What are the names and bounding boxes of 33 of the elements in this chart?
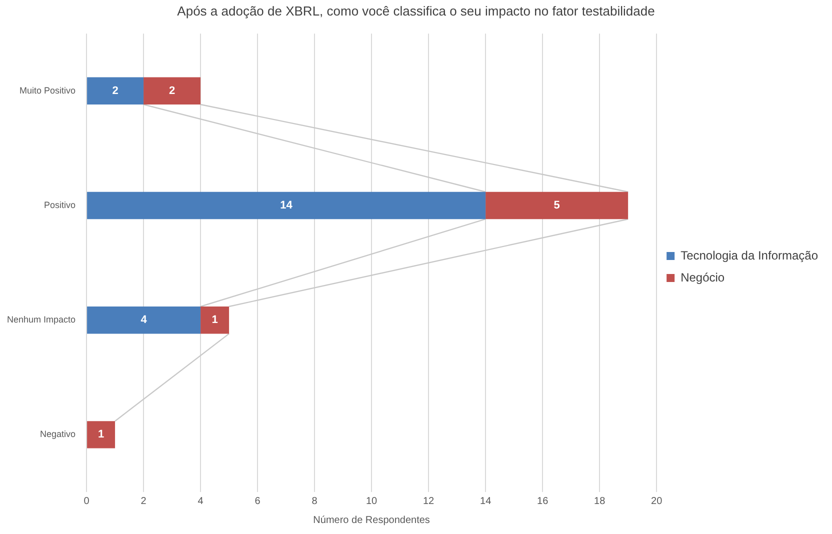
x-tick-label: 20: [651, 496, 663, 507]
data-label: 14: [280, 200, 294, 212]
legend-label: Negócio: [680, 270, 725, 284]
x-axis-title: Número de Respondentes: [313, 514, 430, 526]
data-label: 5: [554, 200, 560, 212]
legend-label: Tecnologia da Informação: [680, 248, 818, 262]
bar: [144, 77, 201, 105]
x-tick-label: 14: [480, 496, 492, 507]
y-tick-label: Positivo: [44, 200, 76, 210]
bar: [87, 192, 486, 220]
x-tick-label: 4: [198, 496, 204, 507]
chart-title: Após a adoção de XBRL, como você classifica o seu impacto no fator testabilidade: [177, 3, 655, 18]
x-tick-label: 2: [140, 496, 147, 507]
data-label: 2: [168, 84, 176, 97]
bar: [87, 421, 116, 448]
bar: [87, 306, 201, 334]
y-tick-label: Nenhum Impacto: [6, 314, 76, 325]
bar: [200, 306, 230, 334]
x-tick-label: 12: [423, 496, 435, 507]
bar: [87, 77, 144, 105]
bar: [486, 192, 628, 220]
y-tick-label: Negativo: [40, 429, 76, 440]
x-tick-label: 6: [254, 496, 261, 507]
x-tick-label: 8: [312, 496, 318, 507]
x-tick-label: 0: [84, 496, 90, 507]
data-label: 1: [98, 428, 104, 441]
x-tick-label: 16: [537, 496, 549, 507]
data-label: 2: [112, 84, 118, 97]
x-tick-label: 18: [594, 496, 606, 507]
data-label: 4: [140, 314, 148, 326]
data-label: 1: [212, 314, 218, 326]
y-tick-label: Muito Positivo: [20, 85, 76, 96]
x-tick-label: 10: [366, 496, 378, 507]
